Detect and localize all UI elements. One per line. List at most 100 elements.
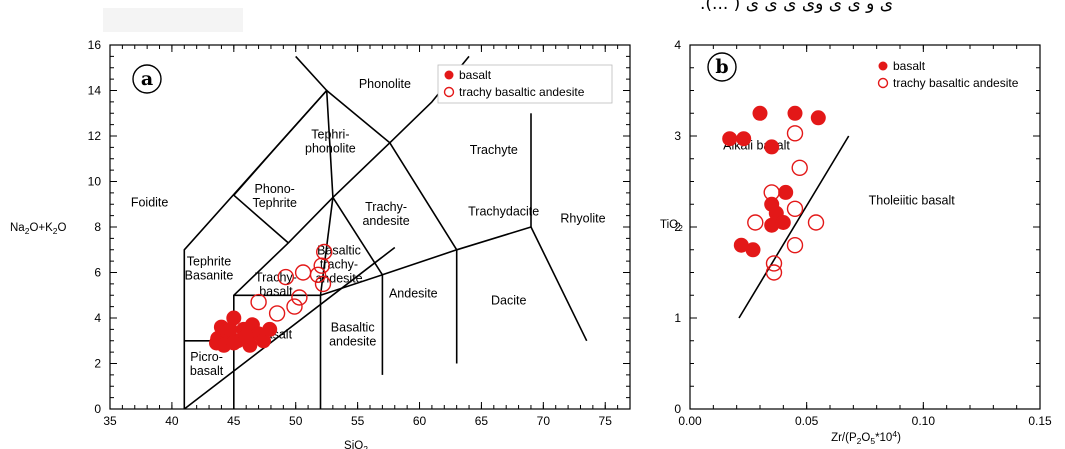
panel-label-b: b: [707, 52, 737, 82]
basalt-point-a: [222, 321, 238, 337]
trachy-point-b: [791, 159, 808, 177]
trachy-point-a: [309, 266, 327, 283]
data-points-a: [209, 243, 333, 353]
y-tick-label-a: 10: [88, 175, 102, 189]
caption-blank-patch: [103, 8, 243, 32]
x-tick-label-a: 60: [413, 414, 427, 428]
y-tick-label-a: 0: [94, 402, 101, 416]
trachy-point-a: [291, 289, 308, 306]
x-tick-label-b: 0.10: [912, 414, 936, 428]
trachy-point-b: [786, 200, 804, 218]
field-label-a: Picro-basalt: [190, 350, 224, 378]
field-boundary-a: [233, 89, 334, 296]
y-tick-label-a: 2: [94, 357, 101, 371]
basalt-point-a: [226, 310, 242, 326]
basalt-point-b: [810, 110, 826, 126]
x-tick-label-a: 45: [227, 414, 241, 428]
legend-label-trachy-b: trachy basaltic andesite: [893, 76, 1019, 90]
y-tick-label-a: 4: [94, 311, 101, 325]
legend-b: basalt trachy basaltic andesite: [877, 59, 1019, 90]
field-boundary-a: [332, 196, 384, 276]
y-tick-label-b: 0: [674, 402, 681, 416]
y-tick-label-a: 12: [88, 129, 102, 143]
field-boundaries-a: [183, 55, 588, 410]
field-boundary-b: [738, 135, 850, 319]
panel-letter-a: a: [141, 68, 153, 90]
trachy-point-a: [286, 298, 303, 315]
trachy-point-b: [765, 264, 783, 281]
basalt-point-a: [226, 335, 242, 351]
x-tick-label-a: 55: [351, 414, 365, 428]
panel-letter-b: b: [715, 56, 728, 78]
field-label-a: Foidite: [131, 196, 169, 210]
panel-label-a: a: [132, 64, 162, 94]
basalt-point-b: [764, 139, 780, 155]
x-tick-label-a: 65: [475, 414, 489, 428]
basalt-point-b: [764, 217, 780, 233]
legend-a: basalt trachy basaltic andesite: [437, 64, 613, 104]
field-label-a: Phonolite: [359, 77, 411, 91]
panel-badge-b: [707, 52, 737, 82]
x-tick-label-a: 40: [165, 414, 179, 428]
trachy-point-b: [765, 255, 783, 272]
trachy-point-b: [747, 214, 764, 231]
legend-marker-trachy-b: [877, 77, 889, 89]
field-label-a: Trachydacite: [468, 205, 539, 219]
x-tick-label-a: 70: [537, 414, 551, 428]
trachy-point-a: [314, 275, 332, 293]
y-tick-label-b: 1: [674, 311, 681, 325]
y-axis-title-a: Na2O+K2O: [10, 222, 67, 236]
caption-area: ی و ی ی وی ی ی ی ( ...).: [103, 0, 893, 32]
field-label-a: Trachy-basalt: [255, 271, 297, 299]
basalt-point-b: [733, 237, 749, 253]
x-tick-label-b: 0.15: [1028, 414, 1052, 428]
field-boundary-a: [233, 294, 321, 409]
trachy-point-a: [294, 264, 312, 281]
axis-ticks-a: 35 40 45 50 55 60 65 70 75 0 2 4 6 8 10 12 14 16: [88, 38, 631, 428]
x-tick-label-a: 50: [289, 414, 303, 428]
trachy-point-a: [277, 268, 294, 286]
field-label-a: Phono-Tephrite: [252, 182, 297, 210]
field-label-a: Rhyolite: [560, 212, 605, 226]
axis-ticks-b: 0.00 0.05 0.10 0.15 0 1 2 3 4: [674, 38, 1052, 428]
basalt-point-b: [722, 131, 738, 147]
basalt-point-a: [256, 333, 271, 349]
basalt-point-b: [745, 242, 761, 258]
field-boundary-a: [319, 197, 334, 296]
y-tick-label-a: 16: [88, 38, 102, 52]
basalt-point-b: [778, 184, 794, 200]
trachy-point-a: [268, 305, 286, 322]
y-tick-label-a: 14: [88, 84, 102, 98]
legend-marker-trachy-a: [443, 86, 455, 98]
trachy-point-b: [786, 236, 804, 254]
basalt-point-b: [787, 105, 803, 121]
legend-label-trachy-a: trachy basaltic andesite: [459, 85, 585, 99]
field-label-a: Tephrite Basanite: [185, 255, 234, 283]
basalt-point-a: [238, 328, 254, 344]
trachy-point-b: [763, 184, 780, 201]
legend-marker-basalt-a: [444, 70, 454, 80]
data-points-b: [722, 105, 826, 281]
trachy-point-a: [316, 243, 333, 261]
x-tick-label-a: 75: [599, 414, 613, 428]
basalt-point-b: [775, 215, 791, 230]
y-tick-label-b: 3: [674, 129, 681, 143]
field-label-a: Tephri-phonolite: [305, 127, 356, 155]
x-tick-label-b: 0.00: [678, 414, 702, 428]
y-tick-label-a: 8: [94, 220, 101, 234]
field-label-a: Andesite: [389, 287, 438, 301]
panel-badge-a: [132, 64, 162, 94]
legend-marker-basalt-b: [878, 61, 888, 71]
legend-box-a: [437, 64, 613, 104]
y-tick-label-b: 4: [674, 38, 681, 52]
trachy-point-b: [786, 125, 804, 142]
x-axis-title-a: SiO2: [344, 440, 368, 449]
y-tick-label-a: 6: [94, 266, 101, 280]
field-boundaries-b: [738, 135, 850, 319]
tio2-zr-diagram: 0.00 0.05 0.10 0.15 0 1 2 3 4 Alkali basaltThole…: [660, 38, 1052, 446]
trachy-point-a: [250, 293, 267, 311]
field-labels-a: Phonolite Tephri-phonolite Phono-Tephrite T…: [131, 77, 606, 378]
legend-label-basalt-b: basalt: [893, 59, 926, 73]
